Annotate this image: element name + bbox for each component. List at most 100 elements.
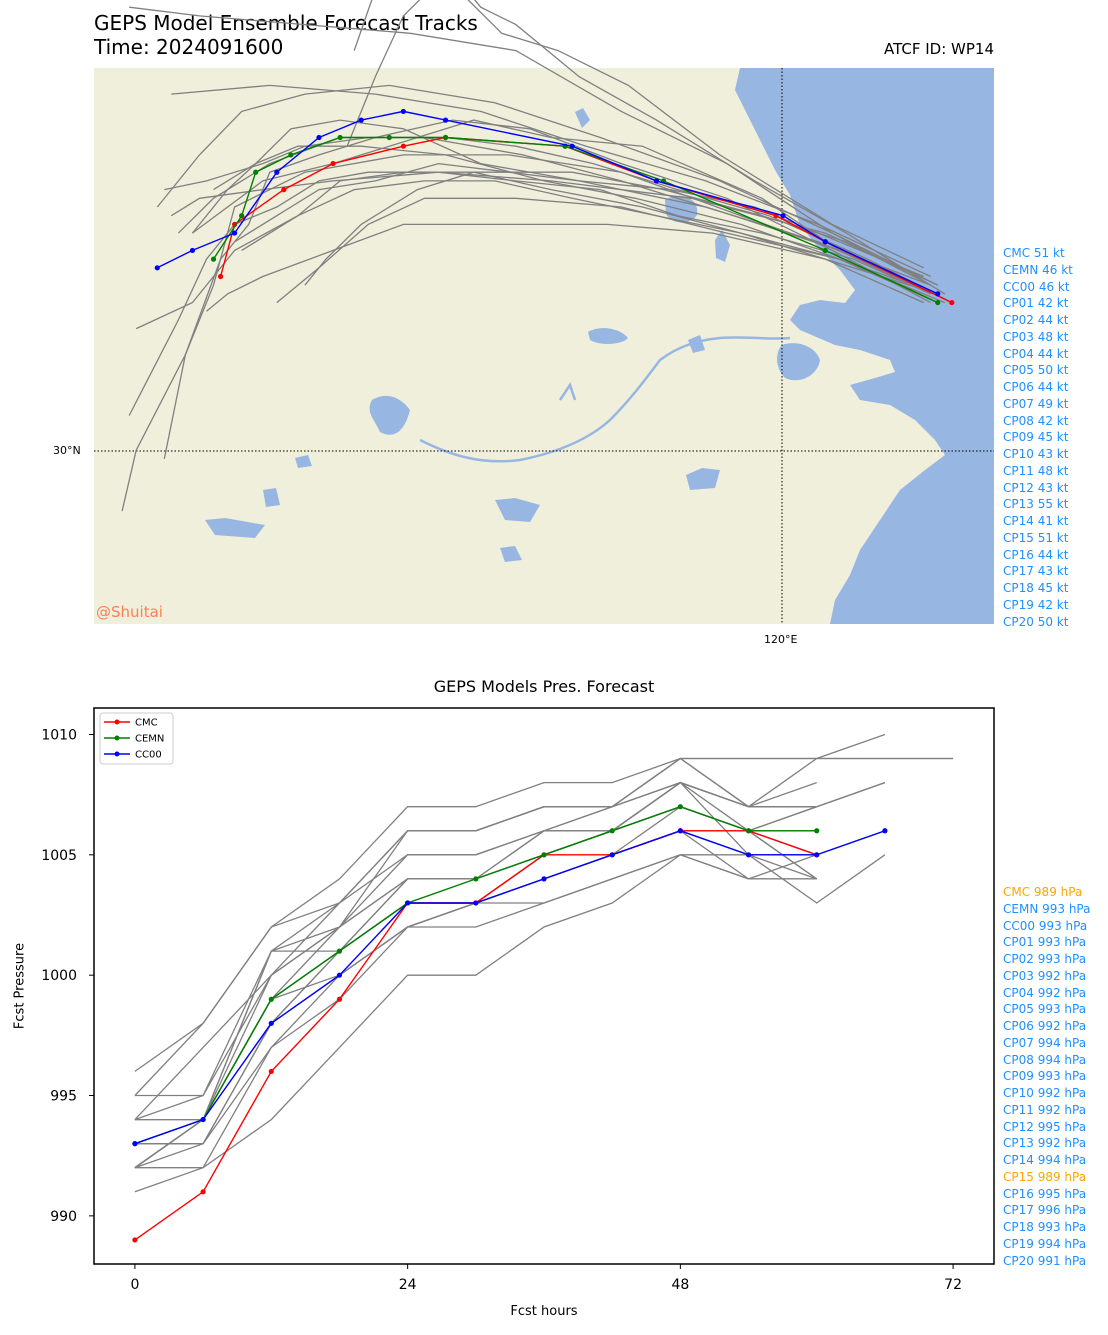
pressure-point-cemn — [541, 852, 547, 858]
intensity-label: CP19 42 kt — [1003, 597, 1069, 612]
pressure-point-cc00 — [814, 852, 820, 858]
pressure-point-cc00 — [745, 852, 752, 858]
pressure-line-cc00 — [134, 830, 886, 1145]
map-rivers — [419, 336, 791, 463]
track-map — [94, 0, 994, 624]
track-cemn-point — [337, 134, 343, 141]
atcf-id: ATCF ID: WP14 — [883, 40, 994, 58]
track-cp01 — [129, 6, 939, 286]
map-gridlines — [94, 68, 994, 624]
pressure-frame — [93, 707, 995, 1265]
pressure-line-cp01 — [134, 757, 954, 1145]
legend-cc00-label: CC00 — [135, 750, 162, 761]
pressure-point-cc00 — [677, 828, 683, 834]
track-cc00-point — [780, 213, 786, 219]
pressure-point-cemn — [745, 828, 752, 834]
pressure-label: CP01 993 hPa — [1003, 935, 1087, 950]
pressure-line-cp04 — [134, 806, 818, 1169]
pressure-line-cp12 — [134, 733, 886, 1097]
track-cc00-point — [400, 108, 406, 115]
pressure-label: CP10 992 hPa — [1003, 1086, 1087, 1100]
pressure-label: CP19 994 hPa — [1003, 1236, 1087, 1251]
pressure-label: CP11 992 hPa — [1003, 1102, 1087, 1117]
pressure-point-cemn — [677, 804, 683, 810]
chart-time: Time: 2024091600 — [94, 35, 284, 59]
intensity-label: CP11 48 kt — [1003, 463, 1069, 478]
x-axis-label: Fcst hours — [510, 1304, 578, 1319]
track-cmc-point — [281, 187, 287, 193]
intensity-list: CMC 51 kt CEMN 46 kt CC00 46 kt CP01 42 kt C… — [1003, 245, 1073, 630]
pressure-label: CP17 996 hPa — [1003, 1203, 1087, 1218]
track-cmc-point — [330, 160, 336, 167]
intensity-label: CP09 45 kt — [1003, 430, 1069, 445]
track-cmc-point — [217, 273, 224, 280]
pressure-label: CP02 993 hPa — [1003, 952, 1087, 966]
pressure-point-cmc — [132, 1237, 138, 1243]
pressure-label: CP20 991 hPa — [1003, 1253, 1087, 1268]
track-cc00-point — [274, 169, 280, 175]
pressure-label: CP08 994 hPa — [1003, 1052, 1087, 1067]
pressure-point-cc00 — [200, 1116, 206, 1123]
lake-small2 — [688, 335, 705, 353]
y-tick-label: 1000 — [41, 968, 77, 984]
lake-taihu — [777, 343, 820, 381]
pressure-point-cc00 — [882, 828, 888, 834]
legend-cemn-marker — [114, 735, 120, 741]
track-cc00-point — [935, 291, 941, 297]
intensity-label: CP08 42 kt — [1003, 413, 1069, 428]
track-cp19 — [156, 84, 932, 286]
x-tick-label: 48 — [671, 1277, 689, 1293]
lat-label: 30°N — [53, 444, 81, 457]
x-tick-label: 24 — [399, 1277, 417, 1293]
track-cp13 — [206, 223, 938, 312]
pressure-label: CP14 994 hPa — [1003, 1153, 1087, 1167]
intensity-label: CP17 43 kt — [1003, 564, 1069, 579]
track-cemn-point — [210, 256, 217, 262]
x-tick-label: 0 — [130, 1277, 139, 1293]
track-cp12 — [276, 197, 946, 304]
pressure-point-cc00 — [405, 900, 411, 906]
legend-cemn-label: CEMN — [135, 734, 164, 745]
pressure-line-cp10 — [134, 781, 886, 1169]
x-tick-label: 72 — [944, 1277, 962, 1293]
pressure-label: CP18 993 hPa — [1003, 1220, 1087, 1234]
lake-small3 — [686, 468, 720, 490]
pressure-point-cemn — [814, 828, 820, 834]
pressure-label: CP13 992 hPa — [1003, 1136, 1087, 1151]
pressure-label: CP05 993 hPa — [1003, 1002, 1087, 1017]
lake-small1 — [575, 108, 590, 128]
lake-small8 — [500, 546, 522, 562]
track-cc00-point — [442, 117, 449, 123]
track-cmc-point — [949, 299, 955, 306]
pressure-point-cc00 — [541, 876, 547, 882]
track-cc00-point — [189, 247, 196, 254]
track-cemn-point — [935, 299, 941, 306]
pressure-point-cemn — [609, 828, 615, 834]
track-cemn-point — [288, 152, 294, 158]
y-axis-label: Fcst Pressure — [12, 942, 28, 1030]
intensity-label: CP14 41 kt — [1003, 514, 1069, 528]
pressure-line-cp09 — [134, 781, 817, 1145]
lon-label: 120°E — [764, 633, 798, 646]
track-cp20 — [128, 171, 931, 416]
pressure-label: CP16 995 hPa — [1003, 1186, 1087, 1201]
track-cemn-point — [386, 134, 392, 141]
intensity-label: CP15 51 kt — [1003, 530, 1069, 545]
track-cp03 — [353, 0, 946, 295]
y-tick-label: 995 — [50, 1089, 77, 1105]
pressure-label: CP15 989 hPa — [1003, 1169, 1087, 1184]
intensity-label: CP06 44 kt — [1003, 380, 1069, 394]
pressure-point-cmc — [200, 1189, 206, 1195]
track-cemn-point — [442, 134, 449, 141]
track-cp06 — [163, 154, 931, 460]
intensity-label: CP02 44 kt — [1003, 313, 1069, 327]
pressure-line-cp13 — [134, 830, 886, 1169]
pressure-line-cp06 — [134, 806, 818, 1169]
track-cc00-point — [316, 134, 322, 141]
pressure-line-cp17 — [134, 757, 954, 1072]
lake-small4 — [495, 498, 540, 522]
pressure-list: CMC 989 hPa CEMN 993 hPa CC00 993 hPa CP01 … — [1003, 884, 1090, 1269]
intensity-label: CP03 48 kt — [1003, 329, 1069, 344]
intensity-label: CP12 43 kt — [1003, 480, 1069, 495]
